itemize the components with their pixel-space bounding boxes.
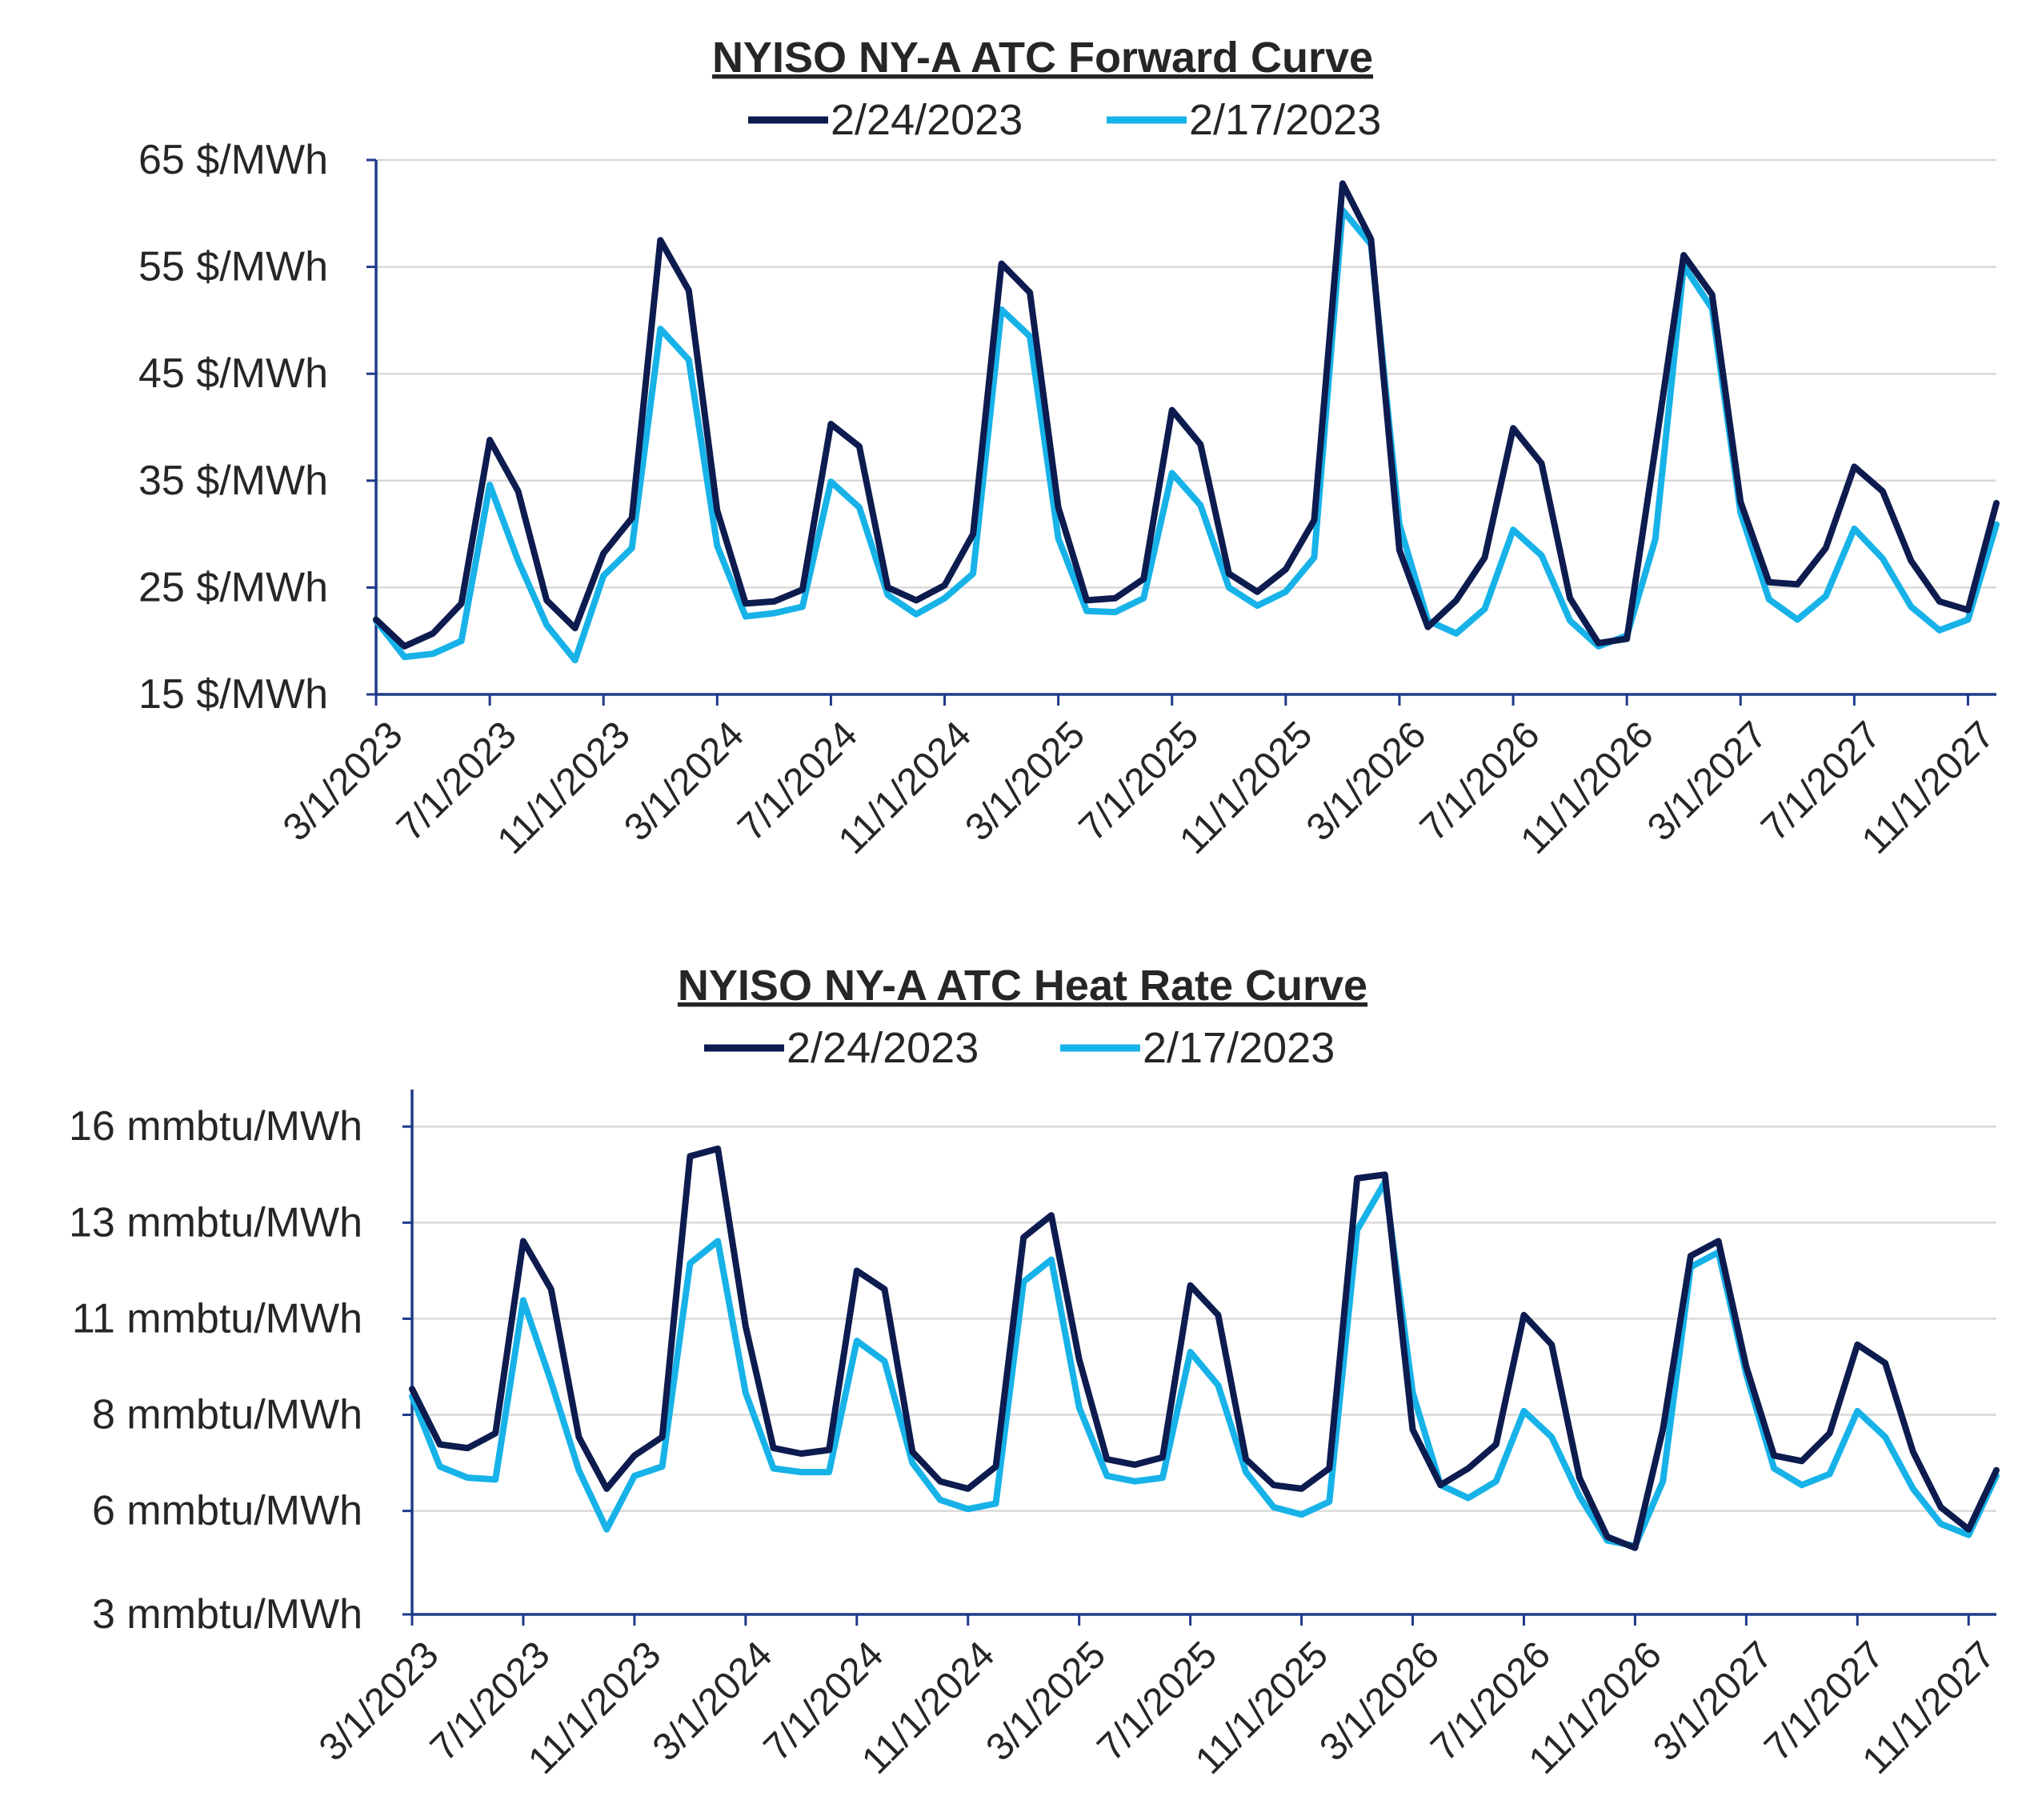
legend-label-2-24-2023: 2/24/2023	[831, 96, 1023, 144]
forward-curve-gridlines	[376, 158, 1996, 589]
forward-curve-chart: NYISO NY-A ATC Forward Curve 2/24/2023 2…	[138, 34, 2003, 862]
x-tick-label: 3/1/2026	[1299, 714, 1435, 850]
forward-curve-y-axis: 15 $/MWh 25 $/MWh 35 $/MWh 45 $/MWh 55 $/MWh…	[138, 137, 378, 718]
y-tick-label: 15 $/MWh	[138, 671, 328, 718]
forward-curve-title: NYISO NY-A ATC Forward Curve	[712, 34, 1373, 82]
y-tick-label: 6 mmbtu/MWh	[92, 1488, 362, 1534]
y-tick-label: 8 mmbtu/MWh	[92, 1392, 362, 1438]
heat-rate-curve-title: NYISO NY-A ATC Heat Rate Curve	[678, 962, 1367, 1010]
legend-label-2-24-2023: 2/24/2023	[787, 1024, 979, 1072]
x-tick-label: 3/1/2025	[958, 714, 1094, 850]
heat-rate-curve-gridlines	[412, 1125, 1996, 1512]
y-tick-label: 35 $/MWh	[138, 458, 328, 504]
y-tick-label: 25 $/MWh	[138, 564, 328, 610]
series-line-2-17-2023	[409, 1178, 2000, 1550]
x-tick-label: 3/1/2025	[979, 1634, 1115, 1770]
x-tick-label: 3/1/2024	[645, 1634, 781, 1770]
y-tick-label: 65 $/MWh	[138, 137, 328, 183]
x-tick-label: 3/1/2023	[275, 714, 411, 850]
y-tick-label: 13 mmbtu/MWh	[69, 1199, 362, 1246]
y-tick-label: 45 $/MWh	[138, 350, 328, 397]
x-tick-label: 3/1/2027	[1645, 1634, 1781, 1770]
forward-curve-x-axis: 3/1/20237/1/202311/1/20233/1/20247/1/202…	[275, 693, 2003, 862]
series-line-2-24-2023	[373, 180, 2000, 650]
x-tick-label: 3/1/2023	[311, 1634, 447, 1770]
y-tick-label: 3 mmbtu/MWh	[92, 1591, 362, 1638]
y-tick-label: 11 mmbtu/MWh	[72, 1295, 362, 1342]
series-line-2-17-2023	[373, 206, 2000, 664]
heat-rate-curve-x-axis: 3/1/20237/1/202311/1/20233/1/20247/1/202…	[311, 1613, 2004, 1782]
y-tick-label: 16 mmbtu/MWh	[69, 1103, 362, 1150]
y-tick-label: 55 $/MWh	[138, 244, 328, 290]
forward-curve-legend: 2/24/2023 2/17/2023	[748, 96, 1381, 144]
legend-label-2-17-2023: 2/17/2023	[1189, 96, 1381, 144]
forward-curve-plot-area	[373, 180, 2000, 664]
series-line-2-24-2023	[409, 1145, 2000, 1551]
heat-rate-curve-legend: 2/24/2023 2/17/2023	[704, 1024, 1335, 1072]
x-tick-label: 3/1/2027	[1640, 714, 1776, 850]
heat-rate-curve-chart: NYISO NY-A ATC Heat Rate Curve 2/24/2023…	[69, 962, 2004, 1782]
heat-rate-curve-y-axis: 3 mmbtu/MWh 6 mmbtu/MWh 8 mmbtu/MWh 11 mmbt…	[69, 1090, 414, 1638]
legend-label-2-17-2023: 2/17/2023	[1143, 1024, 1335, 1072]
x-tick-label: 3/1/2026	[1311, 1634, 1447, 1770]
heat-rate-curve-plot-area	[409, 1145, 2000, 1551]
x-tick-label: 3/1/2024	[616, 714, 752, 850]
